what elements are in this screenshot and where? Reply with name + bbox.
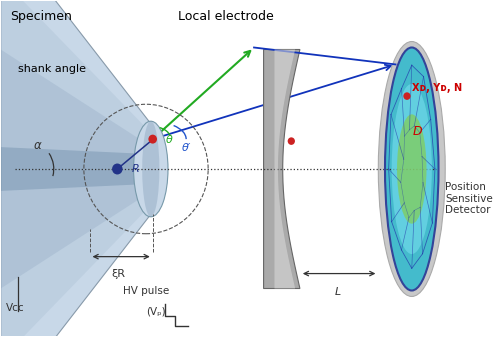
Polygon shape xyxy=(0,147,149,191)
Text: R: R xyxy=(132,164,140,174)
Text: Xᴅ, Yᴅ, N: Xᴅ, Yᴅ, N xyxy=(412,83,462,93)
Text: shank angle: shank angle xyxy=(18,64,86,74)
Text: Local electrode: Local electrode xyxy=(178,10,274,23)
Circle shape xyxy=(404,92,410,100)
Circle shape xyxy=(112,163,122,175)
Text: α: α xyxy=(34,139,42,152)
Polygon shape xyxy=(274,50,295,288)
Ellipse shape xyxy=(397,114,426,224)
Polygon shape xyxy=(0,50,149,288)
Ellipse shape xyxy=(378,41,445,297)
Text: Position
Sensitive
Detector: Position Sensitive Detector xyxy=(445,182,493,215)
Text: Specimen: Specimen xyxy=(10,10,72,23)
Text: θ: θ xyxy=(166,135,173,145)
Text: ξR: ξR xyxy=(112,269,126,279)
Circle shape xyxy=(288,137,295,145)
Text: θ′: θ′ xyxy=(182,143,190,153)
Text: Vᴄᴄ: Vᴄᴄ xyxy=(6,303,24,313)
Polygon shape xyxy=(0,0,149,337)
Polygon shape xyxy=(264,50,300,288)
Text: (Vₚ): (Vₚ) xyxy=(146,306,166,316)
Polygon shape xyxy=(0,0,149,337)
Ellipse shape xyxy=(385,48,438,290)
Text: HV pulse: HV pulse xyxy=(123,286,169,297)
Ellipse shape xyxy=(134,121,168,217)
Circle shape xyxy=(148,135,157,144)
Ellipse shape xyxy=(392,84,432,254)
Ellipse shape xyxy=(142,121,160,217)
Text: D: D xyxy=(412,125,422,138)
Text: L: L xyxy=(334,287,340,298)
